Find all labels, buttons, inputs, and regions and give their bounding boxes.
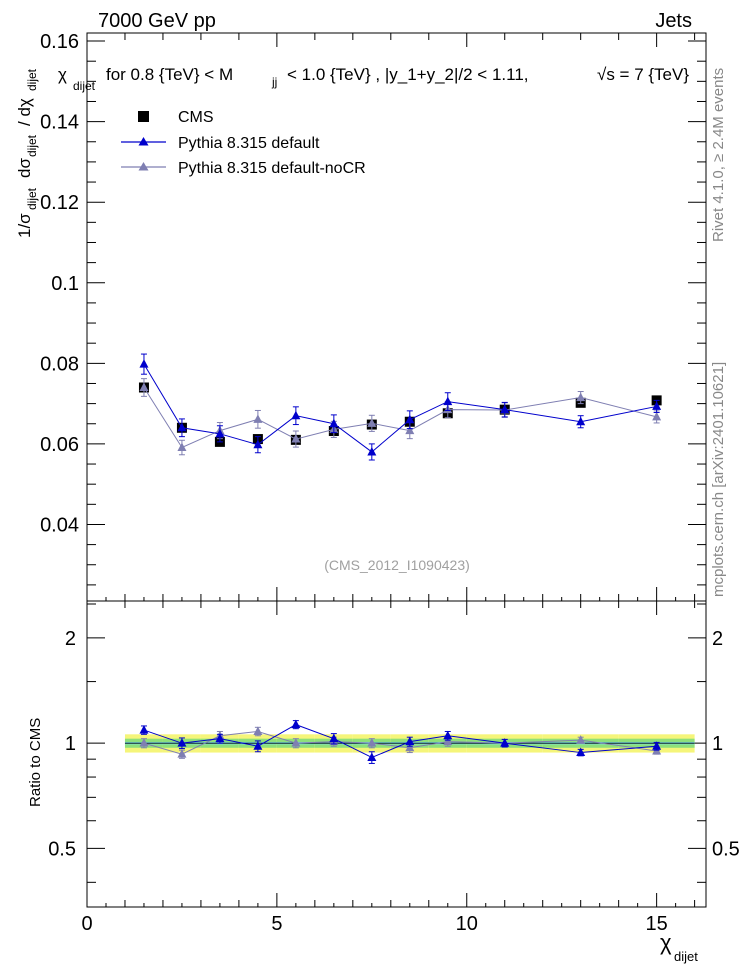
svg-text:dijet: dijet — [25, 68, 39, 91]
nocr-point — [253, 414, 263, 423]
title-m-sub: jj — [271, 75, 277, 89]
default-point — [367, 446, 377, 456]
default-point — [329, 418, 339, 428]
rivet-label: Rivet 4.1.0, ≥ 2.4M events — [710, 68, 727, 242]
nocr-point — [291, 434, 301, 443]
x-axis-title: χ dijet — [660, 930, 698, 964]
default-point — [139, 359, 149, 368]
ratio-nocr-point — [291, 738, 301, 747]
title-chi: χ — [58, 65, 67, 84]
ratio-nocr-point — [253, 726, 263, 735]
ratio-nocr-point — [367, 738, 377, 747]
title-chi-sub: dijet — [73, 79, 96, 93]
main-y-tick-label: 0.06 — [40, 434, 79, 456]
ratio-default-point — [291, 719, 301, 729]
legend-marker-nocr — [138, 162, 149, 171]
ratio-default-point — [500, 738, 510, 747]
nocr-line — [143, 387, 657, 449]
ratio-y-tick-label: 2 — [65, 628, 76, 650]
ratio-frame — [86, 600, 707, 908]
plot-title: χ dijet for 0.8 {TeV} < M jj < 1.0 {TeV}… — [58, 65, 689, 93]
default-point — [177, 422, 187, 432]
ratio-nocr-point — [576, 735, 586, 744]
ratio-nocr-point — [177, 749, 187, 758]
ratio-default-point — [443, 730, 453, 740]
ratio-default-point — [329, 733, 339, 743]
main-y-tick-label: 0.16 — [40, 31, 79, 53]
default-point — [576, 416, 586, 426]
nocr-point — [652, 411, 662, 421]
ratio-series — [139, 719, 662, 764]
default-point — [443, 396, 453, 406]
legend-marker-cms — [138, 111, 149, 122]
ratio-default-line — [143, 724, 657, 759]
ratio-default-point — [253, 741, 263, 750]
analysis-watermark: (CMS_2012_I1090423) — [324, 557, 470, 573]
ratio-y-axis-title: Ratio to CMS — [27, 718, 44, 807]
legend-marker-default — [138, 137, 149, 146]
nocr-point — [405, 425, 415, 435]
x-tick-label: 15 — [646, 913, 668, 935]
main-y-tick-label: 0.1 — [51, 273, 79, 295]
title-sqrt: √s = 7 {TeV} — [597, 65, 689, 84]
default-point — [500, 404, 510, 414]
nocr-point — [576, 392, 586, 402]
ratio-y-tick-label: 0.5 — [48, 838, 76, 860]
nocr-point — [177, 442, 187, 452]
header-right: Jets — [655, 10, 692, 32]
x-tick-label: 0 — [81, 913, 92, 935]
svg-text:dijet: dijet — [25, 187, 39, 210]
svg-text:dσ: dσ — [15, 158, 34, 178]
ratio-nocr-point — [139, 738, 149, 747]
default-point — [291, 410, 301, 420]
x-tick-label: 10 — [456, 913, 478, 935]
title-part1: for 0.8 {TeV} < M — [106, 65, 233, 84]
ratio-nocr-point — [405, 742, 415, 752]
legend-label-default: Pythia 8.315 default — [178, 135, 320, 152]
svg-text:dijet: dijet — [674, 949, 698, 964]
svg-text:1/σ: 1/σ — [15, 213, 34, 238]
ratio-y-tick-label-right: 1 — [712, 733, 723, 755]
header-left: 7000 GeV pp — [98, 10, 216, 32]
default-point — [652, 401, 662, 410]
svg-text:/ dχ: / dχ — [15, 98, 34, 126]
svg-text:χ: χ — [660, 930, 672, 955]
ratio-y-tick-label: 1 — [65, 733, 76, 755]
main-y-tick-label: 0.12 — [40, 192, 79, 214]
ratio-nocr-line — [143, 730, 657, 755]
default-line — [143, 363, 657, 453]
default-point — [253, 439, 263, 449]
svg-text:dijet: dijet — [25, 134, 39, 157]
mcplots-label: mcplots.cern.ch [arXiv:2401.10621] — [710, 362, 727, 597]
ratio-default-point — [177, 738, 187, 747]
default-point — [405, 414, 415, 424]
nocr-point — [139, 382, 149, 391]
main-series — [138, 353, 662, 461]
legend-label-cms: CMS — [178, 109, 214, 126]
ratio-default-point — [215, 733, 225, 743]
ratio-default-point — [367, 752, 377, 761]
main-y-tick-label: 0.04 — [40, 514, 79, 536]
ratio-y-tick-label-right: 2 — [712, 628, 723, 650]
main-y-tick-label: 0.14 — [40, 112, 79, 134]
ratio-default-point — [652, 741, 662, 750]
ratio-axis-ticks: 0 5 10 15 0.5 0.5 1 1 2 2 — [48, 601, 740, 935]
ratio-nocr-point — [443, 736, 453, 746]
ratio-default-point — [139, 725, 149, 734]
ratio-default-point — [405, 736, 415, 746]
main-axis-ticks: 0.04 0.06 0.08 0.1 0.12 0.14 0.16 — [40, 31, 706, 601]
default-point — [215, 428, 225, 438]
main-y-axis-title: 1/σ dijet dσ dijet / dχ dijet — [15, 68, 39, 238]
main-y-tick-label: 0.08 — [40, 353, 79, 375]
title-part2: < 1.0 {TeV} , |y_1+y_2|/2 < 1.11, — [287, 65, 529, 84]
legend-label-nocr: Pythia 8.315 default-noCR — [178, 160, 366, 177]
nocr-point — [367, 418, 377, 427]
x-tick-label: 5 — [271, 913, 282, 935]
ratio-default-point — [576, 747, 586, 757]
legend: CMS Pythia 8.315 default Pythia 8.315 de… — [121, 109, 366, 177]
ratio-y-tick-label-right: 0.5 — [712, 838, 740, 860]
